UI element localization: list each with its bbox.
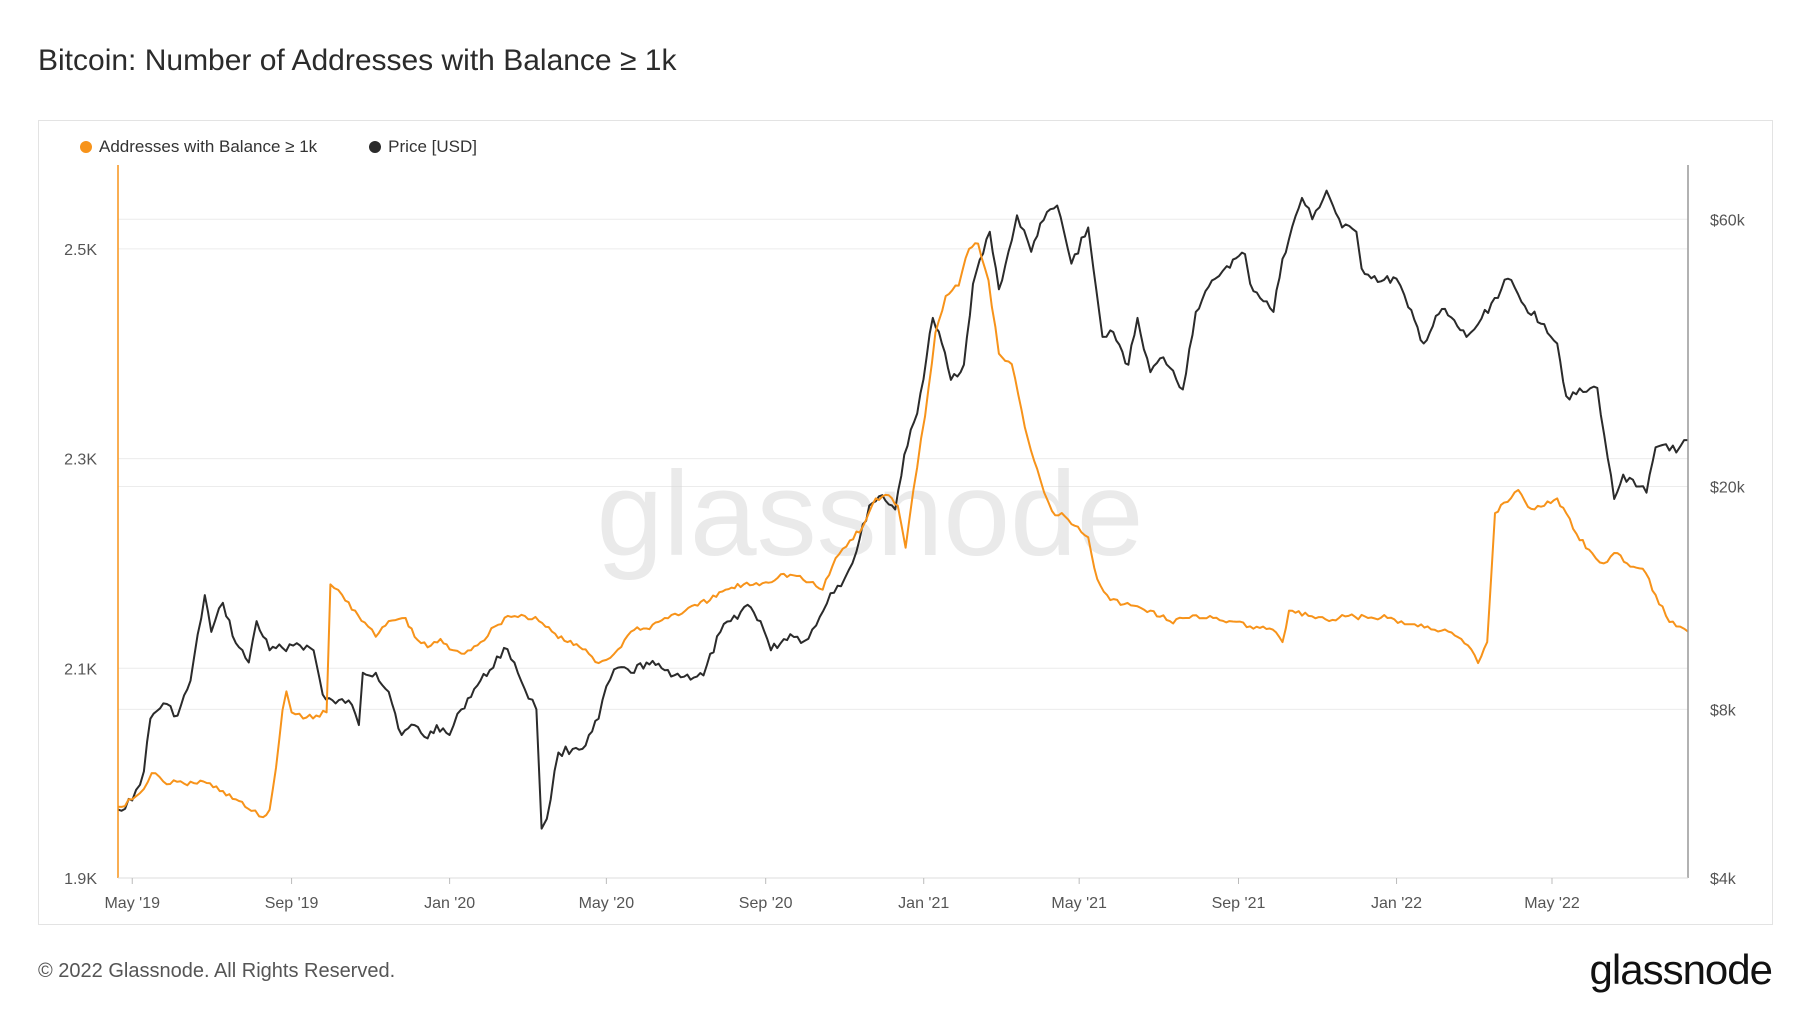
x-tick-label: May '19 bbox=[104, 895, 160, 912]
x-tick-label: Sep '19 bbox=[265, 895, 319, 912]
price-series-group bbox=[117, 189, 1688, 830]
watermark: glassnode bbox=[596, 447, 1143, 581]
glassnode-logo[interactable]: glassnode bbox=[1589, 946, 1773, 993]
legend: Addresses with Balance ≥ 1k Price [USD] bbox=[80, 137, 477, 157]
y-right-tick-label: $20k bbox=[1710, 480, 1746, 497]
y-right-tick-label: $4k bbox=[1710, 871, 1737, 888]
x-tick-label: Jan '20 bbox=[424, 895, 475, 912]
y-left-tick-label: 2.3K bbox=[64, 452, 97, 469]
x-tick-label: May '20 bbox=[579, 895, 635, 912]
x-tick-label: Sep '21 bbox=[1212, 895, 1266, 912]
price-series-line bbox=[117, 189, 1688, 830]
x-tick-label: Sep '20 bbox=[739, 895, 793, 912]
chart-frame bbox=[38, 120, 1773, 925]
y-right-tick-label: $8k bbox=[1710, 702, 1737, 719]
copyright-footer: © 2022 Glassnode. All Rights Reserved. bbox=[38, 960, 396, 982]
legend-item-price[interactable]: Price [USD] bbox=[369, 137, 477, 157]
y-left-tick-label: 1.9K bbox=[64, 871, 97, 888]
legend-dot-addresses bbox=[80, 141, 92, 153]
axes: 1.9K 2.1K 2.3K 2.5K $4k $8k $20k $60k May '19 Sep… bbox=[64, 165, 1746, 912]
x-tick-label: Jan '21 bbox=[898, 895, 949, 912]
addresses-series-group bbox=[117, 242, 1689, 819]
addresses-series-line bbox=[117, 242, 1689, 819]
x-tick-label: May '21 bbox=[1051, 895, 1107, 912]
y-left-tick-label: 2.1K bbox=[64, 661, 97, 678]
y-right-tick-label: $60k bbox=[1710, 212, 1746, 229]
legend-label-addresses: Addresses with Balance ≥ 1k bbox=[99, 137, 318, 156]
x-tick-label: Jan '22 bbox=[1371, 895, 1422, 912]
legend-label-price: Price [USD] bbox=[388, 137, 477, 156]
legend-item-addresses[interactable]: Addresses with Balance ≥ 1k bbox=[80, 137, 317, 157]
legend-dot-price bbox=[369, 141, 382, 153]
chart-title: Bitcoin: Number of Addresses with Balanc… bbox=[38, 44, 677, 77]
x-tick-label: May '22 bbox=[1524, 895, 1580, 912]
y-left-tick-label: 2.5K bbox=[64, 242, 97, 259]
